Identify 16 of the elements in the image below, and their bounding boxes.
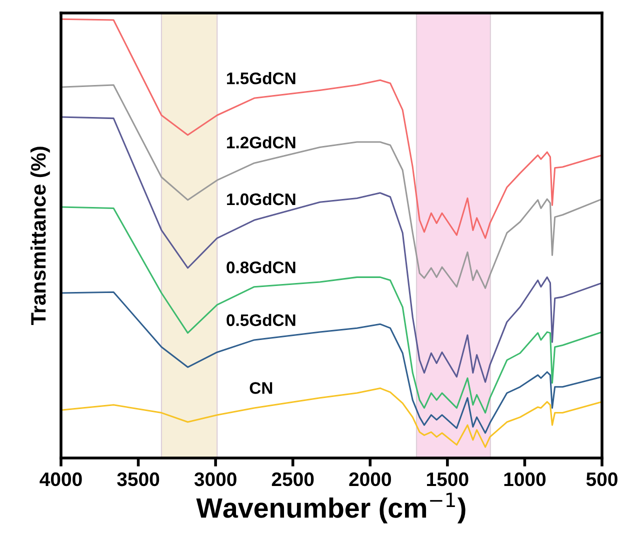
x-tick-label: 2500	[272, 472, 314, 486]
x-tick-label: 3000	[194, 472, 236, 486]
series-label: 0.5GdCN	[226, 314, 296, 326]
series-label: 1.5GdCN	[227, 72, 296, 84]
x-axis-title: Wavenumber (cm$^{−1}$)	[196, 492, 466, 524]
series-label: 0.8GdCN	[226, 261, 296, 274]
series-label: 1.0GdCN	[227, 192, 296, 206]
x-tick-label: 2000	[349, 472, 391, 486]
y-axis-title: Transmittance (%)	[30, 146, 50, 325]
x-tick-label: 1500	[427, 472, 468, 486]
series-label: CN	[250, 382, 272, 394]
x-tick-label: 500	[586, 472, 618, 486]
x-tick-label: 4000	[40, 472, 82, 486]
series-label: 1.2GdCN	[227, 136, 296, 148]
x-tick-label: 1000	[504, 472, 546, 486]
x-tick-label: 3500	[117, 472, 160, 486]
